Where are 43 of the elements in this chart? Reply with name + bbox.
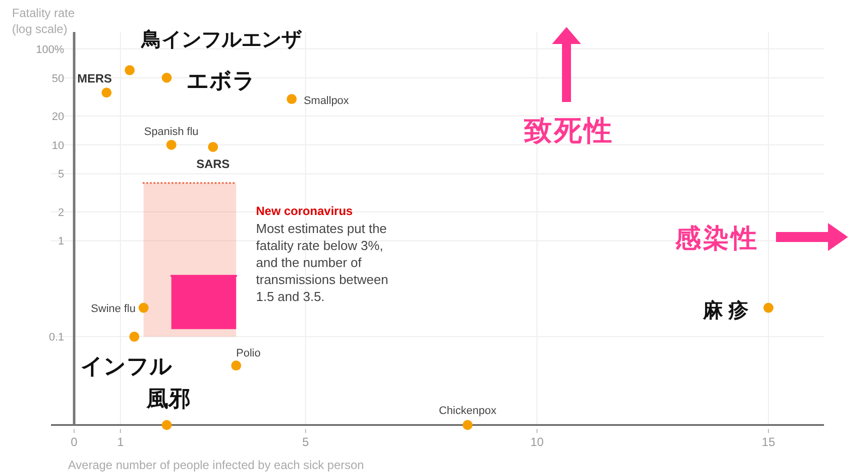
series-label: Spanish flu (144, 126, 199, 138)
annotation: Most estimates put the fatality rate below 3%, and the number of transmissions between 1.5 and 3.5. (256, 221, 388, 304)
point (231, 360, 242, 371)
point (462, 420, 473, 430)
annotation: 致死性 (523, 115, 614, 146)
annotation: 感染性 (674, 223, 759, 253)
series-label: Polio (236, 348, 261, 360)
y-tick-label: 2 (58, 206, 64, 219)
series-label: 風邪 (146, 386, 191, 411)
y-tick-label: 50 (52, 72, 64, 85)
x-tick-label: 15 (762, 435, 776, 449)
y-tick-label: 100% (36, 44, 64, 56)
point (208, 142, 218, 152)
point (286, 94, 297, 104)
point (124, 65, 135, 76)
x-axis-title: Average number of people infected by each sick person (68, 458, 364, 472)
y-tick-label: 0.1 (48, 332, 64, 344)
y-tick-label: 20 (52, 110, 64, 123)
x-tick-label: 0 (70, 435, 78, 449)
series-label: 鳥インフルエンザ (140, 29, 303, 52)
point (763, 302, 774, 313)
point (166, 140, 176, 150)
series-label: Swine flu (90, 302, 136, 315)
series-label: Chickenpox (438, 405, 497, 417)
y-tick-label: 10 (52, 140, 64, 152)
series-label: 麻 疹 (702, 298, 750, 322)
series-label: Smallpox (304, 95, 350, 108)
x-tick-label: 1 (117, 435, 124, 449)
y-tick-label: 5 (58, 168, 64, 181)
annotation: New coronavirus (256, 204, 354, 218)
point (102, 88, 112, 98)
point (129, 332, 140, 342)
point (162, 420, 172, 430)
x-tick-label: 10 (530, 435, 544, 449)
x-tick-label: 5 (302, 435, 310, 449)
point (162, 72, 172, 83)
series-label: MERS (77, 72, 112, 86)
series-label: エボラ (186, 68, 256, 93)
point (138, 302, 149, 313)
y-tick-label: 1 (58, 236, 64, 248)
y-axis-title: Fatality rate (log scale) (12, 6, 76, 36)
series-label: SARS (196, 156, 230, 171)
series-label: インフル (80, 354, 172, 379)
